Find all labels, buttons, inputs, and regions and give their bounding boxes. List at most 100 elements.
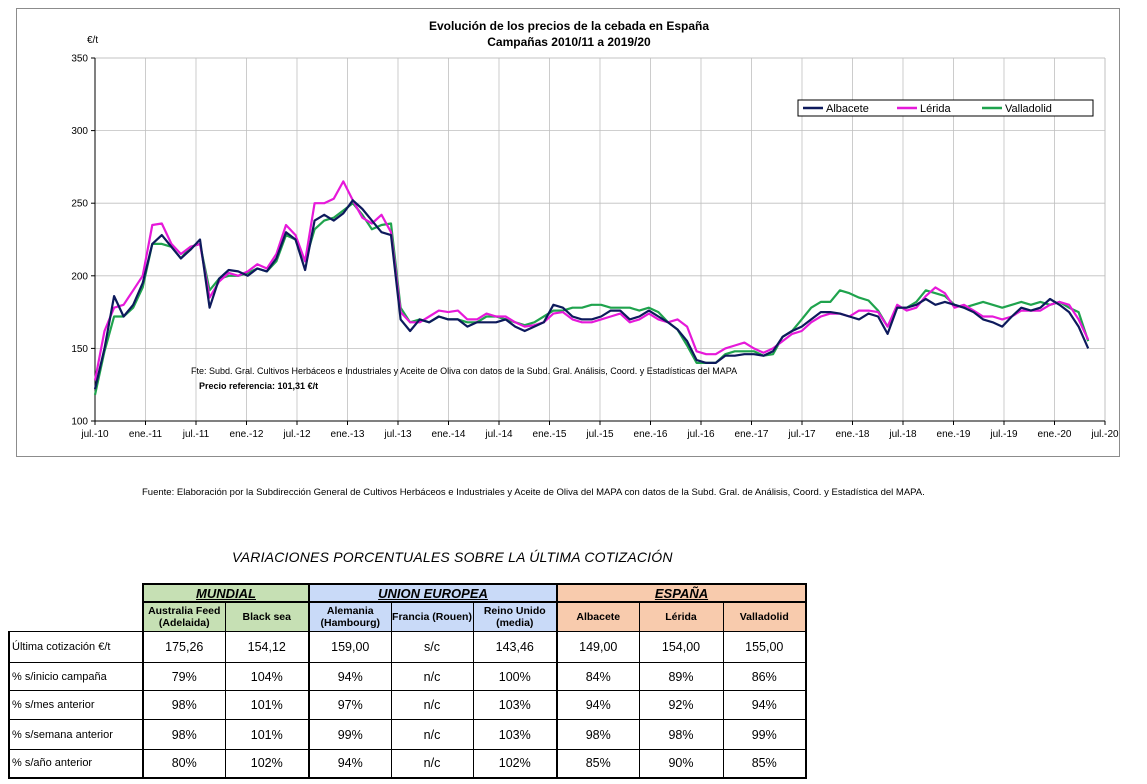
- table-cell: 94%: [308, 662, 392, 691]
- x-tick-label: jul.-12: [282, 429, 311, 440]
- x-tick-label: jul.-17: [787, 429, 816, 440]
- x-tick-label: jul.-11: [182, 429, 210, 440]
- table-cell: 103%: [472, 690, 558, 720]
- x-tick-label: ene.-12: [230, 429, 264, 440]
- row-label: % s/inicio campaña: [8, 662, 144, 691]
- table-cell: 155,00: [722, 631, 807, 663]
- axes: [91, 57, 1106, 425]
- chart-title: Evolución de los precios de la cebada en…: [429, 19, 709, 33]
- x-tick-label: ene.-18: [836, 429, 870, 440]
- table-cell: 154,12: [224, 631, 310, 663]
- table-cell: 98%: [142, 690, 226, 720]
- x-tick-label: ene.-19: [937, 429, 971, 440]
- table-cell: 154,00: [638, 631, 724, 663]
- legend-box: [797, 99, 1094, 117]
- series-lines: [93, 180, 1090, 396]
- table-cell: 94%: [556, 690, 640, 720]
- table-row: % s/inicio campaña 79% 104% 94% n/c 100%…: [8, 662, 807, 691]
- table-cell: 80%: [142, 749, 226, 779]
- table-cell: n/c: [390, 690, 474, 720]
- table-cell: 98%: [638, 719, 724, 750]
- table-cell: 92%: [638, 690, 724, 720]
- table-row: % s/año anterior 80% 102% 94% n/c 102% 8…: [8, 749, 807, 779]
- column-header: Valladolid: [722, 601, 807, 632]
- table-cell: 86%: [722, 662, 807, 691]
- table-cell: 89%: [638, 662, 724, 691]
- table-cell: 85%: [722, 749, 807, 779]
- corner-cell: [9, 584, 143, 602]
- y-tick-label: 300: [71, 126, 88, 137]
- group-header-mundial: MUNDIAL: [142, 583, 310, 603]
- chart-source-annotation: Fte: Subd. Gral. Cultivos Herbáceos e In…: [191, 366, 737, 376]
- legend[interactable]: Albacete Lérida Valladolid: [797, 99, 1094, 117]
- chart-panel: Evolución de los precios de la cebada en…: [16, 8, 1120, 457]
- table-cell: 99%: [722, 719, 807, 750]
- x-tick-label: ene.-20: [1038, 429, 1072, 440]
- column-header: Reino Unido (media): [472, 601, 558, 632]
- table-cell: 90%: [638, 749, 724, 779]
- x-tick-label: jul.-16: [686, 429, 715, 440]
- y-tick-label: 100: [71, 417, 88, 428]
- legend-label-valladolid: Valladolid: [1005, 103, 1052, 115]
- x-tick-label: jul.-18: [888, 429, 917, 440]
- table-title: VARIACIONES PORCENTUALES SOBRE LA ÚLTIMA…: [232, 549, 673, 565]
- y-tick-label: 200: [71, 271, 88, 282]
- legend-label-albacete: Albacete: [826, 103, 869, 115]
- table-cell: 100%: [472, 662, 558, 691]
- x-ticks: jul.-10 ene.-11 jul.-11 ene.-12 jul.-12 ene.-…: [80, 429, 1119, 440]
- table-cell: 149,00: [556, 631, 640, 663]
- table-cell: 101%: [224, 690, 310, 720]
- legend-label-lerida: Lérida: [920, 103, 951, 115]
- row-label: Última cotización €/t: [8, 631, 144, 663]
- table-cell: 102%: [224, 749, 310, 779]
- table-cell: 97%: [308, 690, 392, 720]
- series-line-lerida: [93, 180, 1090, 381]
- y-axis-label: €/t: [87, 35, 98, 46]
- table-cell: 99%: [308, 719, 392, 750]
- y-tick-label: 150: [71, 344, 88, 355]
- table-row: Última cotización €/t 175,26 154,12 159,…: [8, 631, 807, 663]
- y-ticks: 100 150 200 250 300 350: [71, 54, 88, 428]
- gridlines: [95, 57, 1106, 421]
- table-cell: 85%: [556, 749, 640, 779]
- row-label: % s/mes anterior: [8, 690, 144, 720]
- column-header: Alemania (Hambourg): [308, 601, 392, 632]
- y-tick-label: 250: [71, 199, 88, 210]
- column-header: Black sea: [224, 601, 310, 632]
- group-header-espana: ESPAÑA: [556, 583, 807, 603]
- table-cell: n/c: [390, 662, 474, 691]
- table-row: % s/semana anterior 98% 101% 99% n/c 103…: [8, 719, 807, 750]
- table-cell: 159,00: [308, 631, 392, 663]
- table-cell: s/c: [390, 631, 474, 663]
- table-cell: 94%: [722, 690, 807, 720]
- table-cell: 103%: [472, 719, 558, 750]
- x-tick-label: jul.-19: [989, 429, 1018, 440]
- column-header: Francia (Rouen): [390, 601, 474, 632]
- table-cell: 98%: [142, 719, 226, 750]
- chart-subtitle: Campañas 2010/11 a 2019/20: [487, 35, 651, 49]
- x-tick-label: ene.-16: [634, 429, 668, 440]
- x-tick-label: jul.-20: [1090, 429, 1119, 440]
- table-cell: 94%: [308, 749, 392, 779]
- x-tick-label: ene.-15: [533, 429, 567, 440]
- x-tick-label: jul.-14: [484, 429, 513, 440]
- table-cell: 84%: [556, 662, 640, 691]
- row-label: % s/año anterior: [8, 749, 144, 779]
- x-tick-label: ene.-11: [129, 429, 163, 440]
- table-cell: 104%: [224, 662, 310, 691]
- column-header: Albacete: [556, 601, 640, 632]
- corner-cell: [9, 602, 143, 632]
- table-cell: n/c: [390, 719, 474, 750]
- table-cell: 98%: [556, 719, 640, 750]
- price-chart: Evolución de los precios de la cebada en…: [71, 19, 1119, 440]
- table-row: % s/mes anterior 98% 101% 97% n/c 103% 9…: [8, 690, 807, 720]
- table-cell: 79%: [142, 662, 226, 691]
- column-header: Lérida: [638, 601, 724, 632]
- column-header: Australia Feed (Adelaida): [142, 601, 226, 632]
- reference-price-annotation: Precio referencia: 101,31 €/t: [199, 381, 318, 391]
- row-label: % s/semana anterior: [8, 719, 144, 750]
- table-cell: 143,46: [472, 631, 558, 663]
- x-tick-label: jul.-10: [80, 429, 109, 440]
- table-cell: 102%: [472, 749, 558, 779]
- table-cell: 175,26: [142, 631, 226, 663]
